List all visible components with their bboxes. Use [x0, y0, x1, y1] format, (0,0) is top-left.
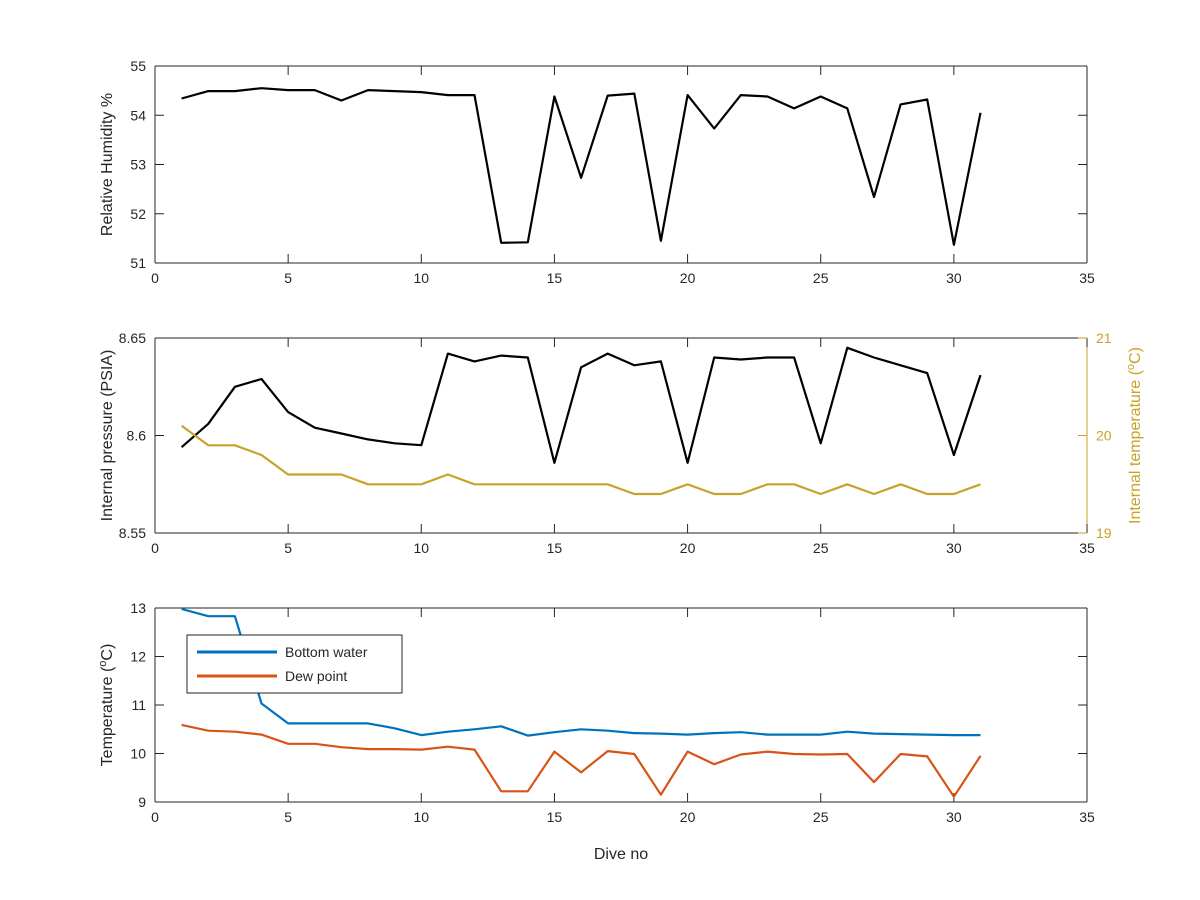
humidity-y-tick-label: 51 — [130, 255, 146, 271]
temperature-x-tick-label: 30 — [946, 809, 962, 825]
temperature-panel: 0 5 10 15 20 25 30 35 9 10 11 12 13 Temperature (oC) D… — [97, 600, 1095, 863]
temperature-x-tick-label: 20 — [680, 809, 696, 825]
pressure-x-tick-label: 25 — [813, 540, 829, 556]
temperature-y-tick-label: 10 — [130, 746, 146, 762]
temperature-y-tick-label: 11 — [131, 697, 146, 713]
humidity-x-tick-label: 10 — [413, 270, 429, 286]
pressure-x-tick-label: 15 — [547, 540, 563, 556]
temperature-series-bottom-water-line — [181, 608, 981, 737]
temperature-x-tick-label: 5 — [284, 809, 292, 825]
pressure-series-internal-temperature-line — [180, 424, 981, 496]
pressure-y-tick-label: 8.6 — [127, 428, 147, 444]
humidity-series-primary-line — [181, 87, 982, 246]
pressure-x-tick-label: 10 — [413, 540, 429, 556]
temperature-y-tick-label: 12 — [130, 649, 146, 665]
legend-label-dew-point: Dew point — [285, 668, 347, 684]
pressure-series-primary-line — [180, 346, 982, 464]
humidity-x-tick-label: 30 — [946, 270, 962, 286]
humidity-x-tick-label: 20 — [680, 270, 696, 286]
pressure-x-tick-label: 20 — [680, 540, 696, 556]
temperature-x-tick-label: 0 — [151, 809, 159, 825]
pressure-right-y-tick-label: 21 — [1096, 330, 1112, 346]
legend-box — [186, 634, 403, 694]
pressure-x-tick-label: 30 — [946, 540, 962, 556]
pressure-x-tick-label: 35 — [1079, 540, 1095, 556]
pressure-y-axis-label: Internal pressure (PSIA) — [99, 350, 116, 522]
pressure-y-tick-label: 8.55 — [119, 525, 146, 541]
pressure-x-tick-label: 0 — [151, 540, 159, 556]
temperature-x-tick-label: 35 — [1079, 809, 1095, 825]
temperature-y-tick-label: 9 — [138, 794, 146, 810]
temperature-series-dew-point-line — [181, 723, 982, 798]
temperature-x-tick-label: 25 — [813, 809, 829, 825]
humidity-panel: 0 5 10 15 20 25 30 35 51 52 53 54 55 Relative Humidit… — [99, 58, 1095, 286]
temperature-y-axis-label: Temperature (oC) — [97, 644, 116, 767]
humidity-y-tick-label: 53 — [130, 157, 146, 173]
legend-label-bottom-water: Bottom water — [285, 644, 368, 660]
humidity-x-tick-label: 5 — [284, 270, 292, 286]
temperature-x-tick-label: 10 — [413, 809, 429, 825]
humidity-x-tick-label: 0 — [151, 270, 159, 286]
temperature-x-axis-label: Dive no — [594, 846, 648, 863]
temperature-x-tick-label: 15 — [547, 809, 563, 825]
temperature-legend: Bottom water Dew point — [186, 634, 403, 694]
humidity-x-tick-label: 15 — [547, 270, 563, 286]
humidity-x-tick-label: 25 — [813, 270, 829, 286]
humidity-y-tick-label: 52 — [130, 206, 146, 222]
pressure-y-tick-label: 8.65 — [119, 330, 146, 346]
pressure-right-y-tick-label: 20 — [1096, 428, 1112, 444]
humidity-y-tick-label: 54 — [130, 107, 146, 123]
pressure-x-tick-label: 5 — [284, 540, 292, 556]
humidity-y-axis-label: Relative Humidity % — [99, 93, 116, 236]
humidity-x-tick-label: 35 — [1079, 270, 1095, 286]
pressure-right-y-tick-label: 19 — [1096, 525, 1112, 541]
pressure-temperature-panel: 0 5 10 15 20 25 30 35 8.55 8.6 8.65 19 20 21 Internal … — [99, 330, 1144, 556]
pressure-right-y-axis-label: Internal temperature (oC) — [1125, 347, 1144, 524]
humidity-y-tick-label: 55 — [130, 58, 146, 74]
temperature-y-tick-label: 13 — [130, 600, 146, 616]
